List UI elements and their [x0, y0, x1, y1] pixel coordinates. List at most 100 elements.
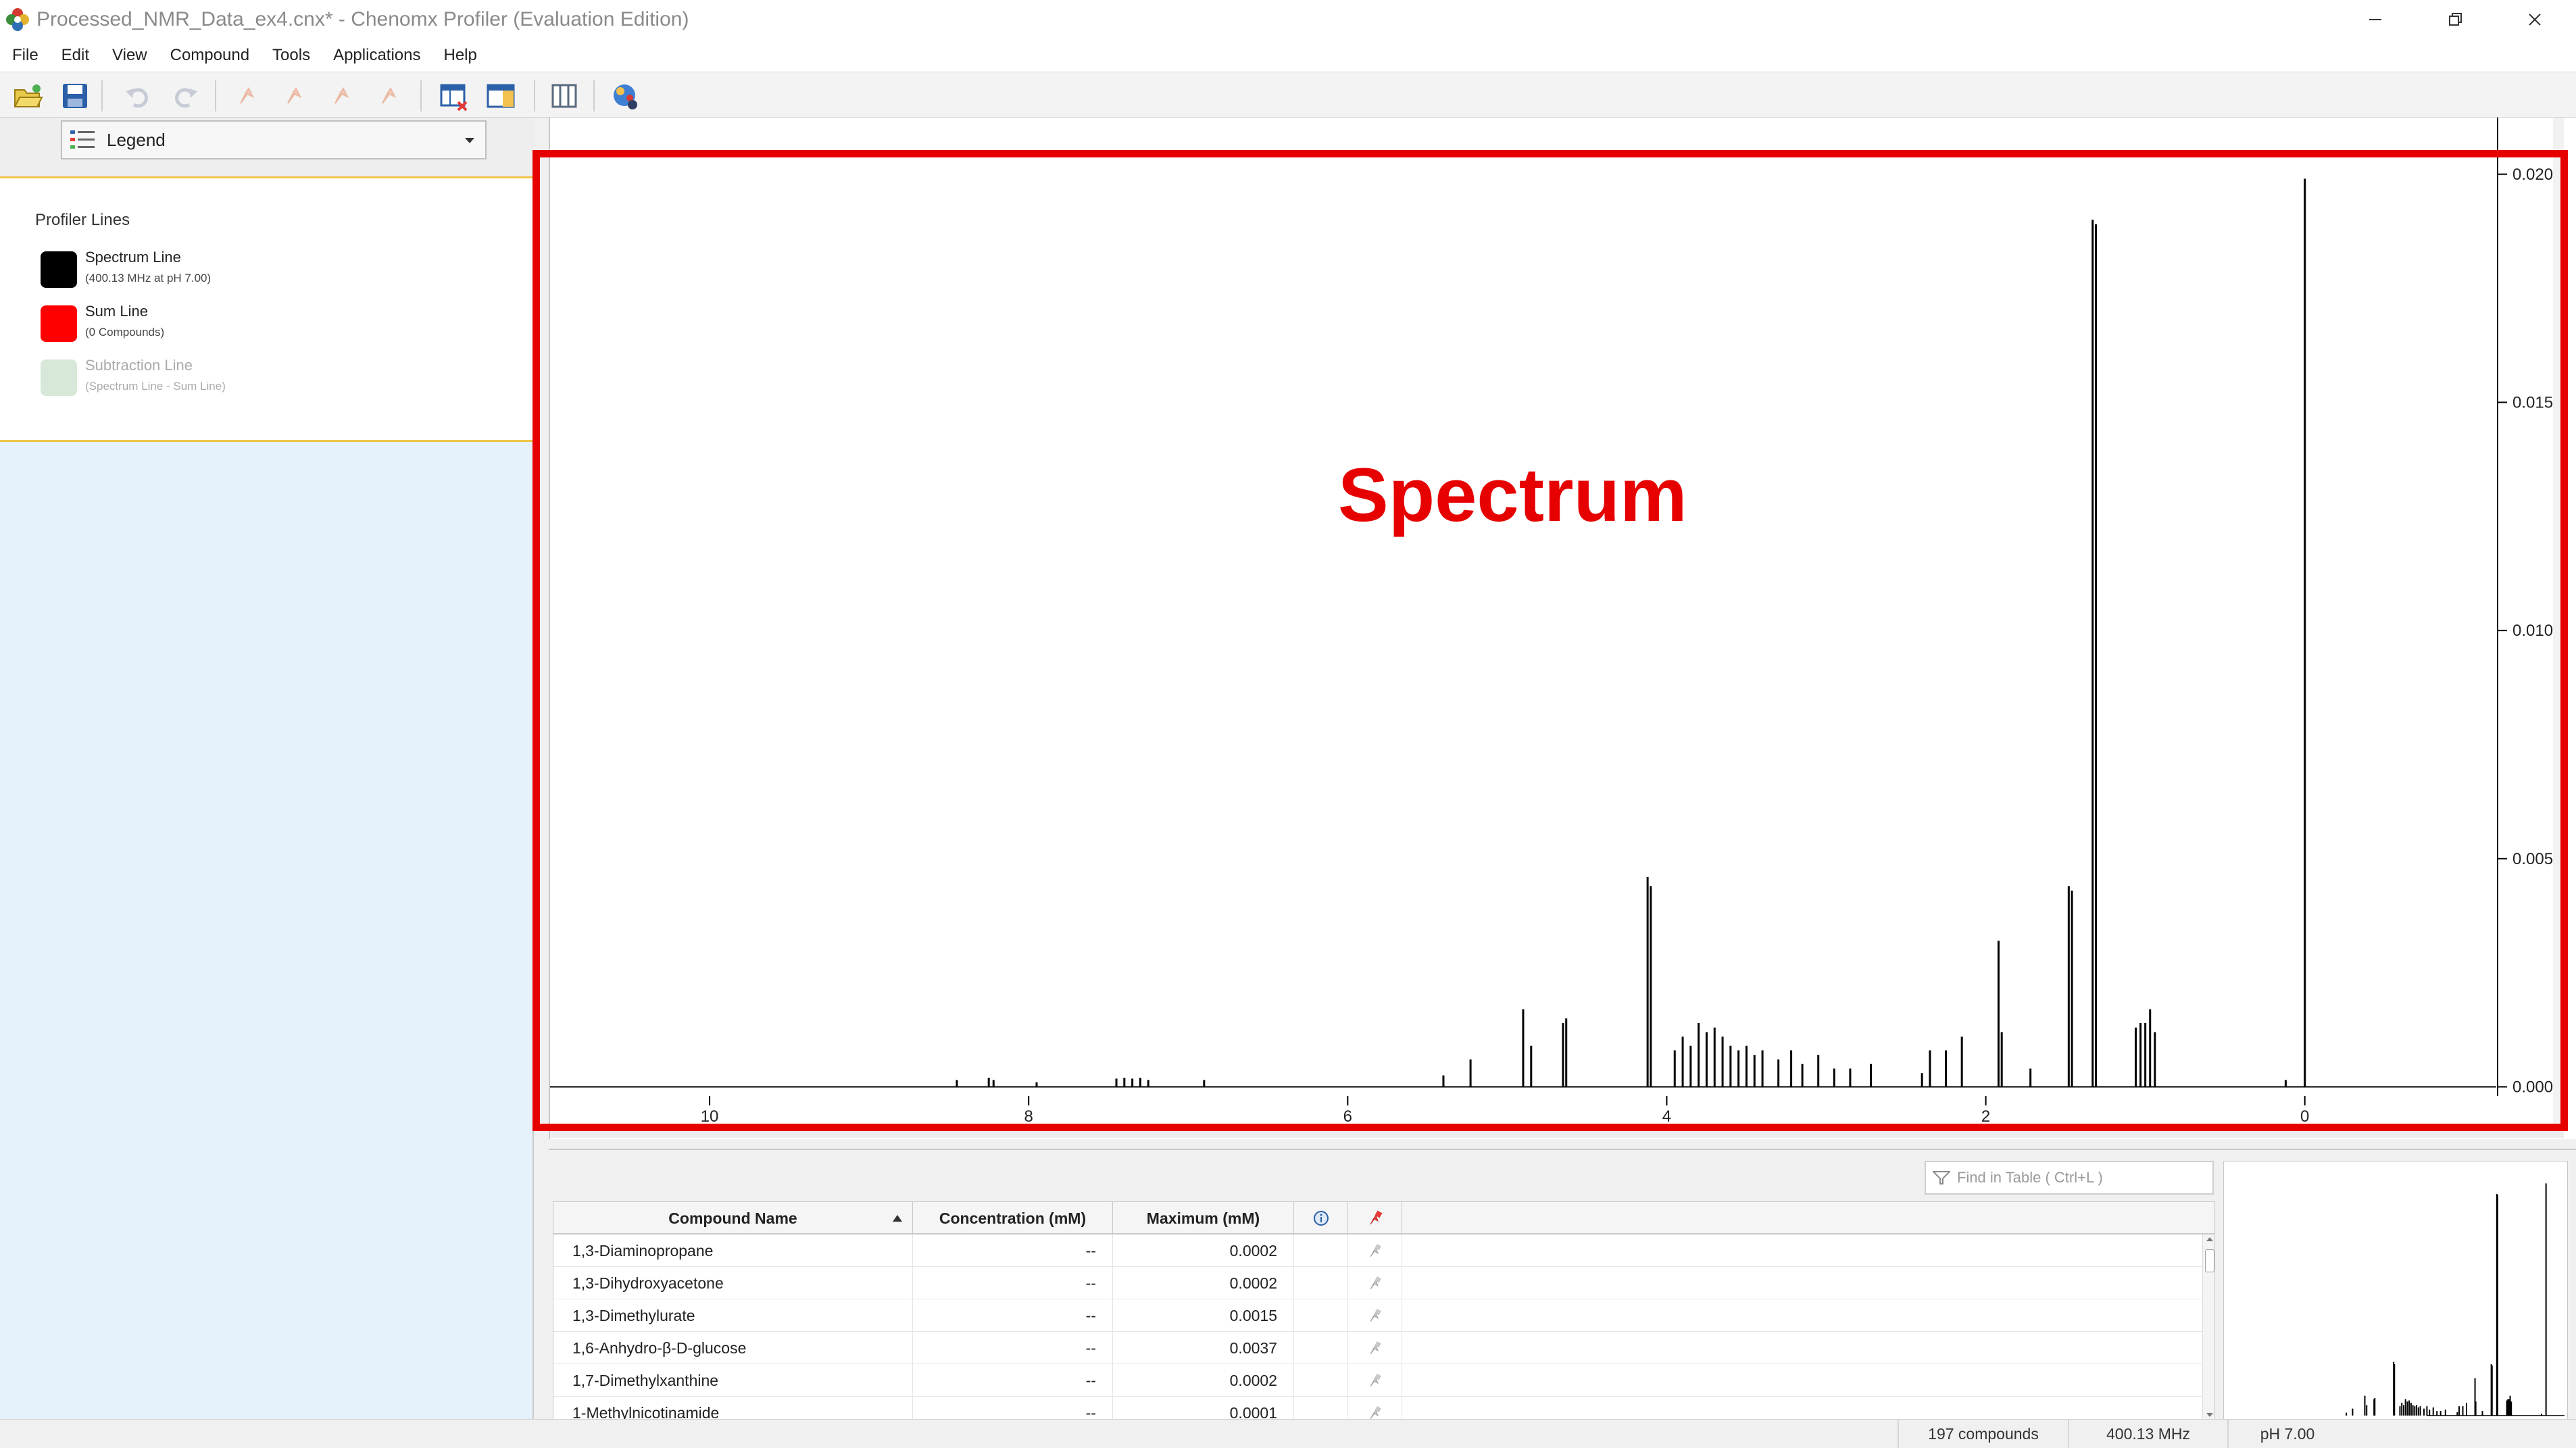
status-frequency: 400.13 MHz [2068, 1420, 2227, 1448]
restore-button[interactable] [2415, 0, 2495, 39]
panel-layout-button[interactable] [484, 79, 518, 113]
close-icon [2529, 14, 2541, 26]
pin-tool-4-button[interactable] [372, 79, 405, 113]
save-button[interactable] [58, 79, 92, 113]
y-tick-label: 0.020 [2512, 166, 2553, 184]
x-axis-ticks [709, 1096, 2306, 1105]
chevron-down-icon [465, 138, 474, 143]
pin-cell[interactable] [1348, 1299, 1402, 1332]
pin-icon[interactable] [1367, 1405, 1383, 1420]
menu-view[interactable]: View [112, 46, 147, 64]
pin-icon[interactable] [1367, 1372, 1383, 1389]
table-row[interactable]: 1,3-Dimethylurate -- 0.0015 [553, 1299, 2202, 1332]
panel-layout-icon [487, 84, 515, 108]
spectrum-panel[interactable]: 10 8 6 4 2 0 0.000 0.005 0.010 0.015 0.020 [549, 118, 2576, 1139]
maximum-cell: 0.0002 [1113, 1267, 1294, 1299]
scrollbar-thumb[interactable] [2205, 1249, 2214, 1272]
maximum-cell: 0.0002 [1113, 1234, 1294, 1267]
table-row[interactable]: 1,3-Diaminopropane -- 0.0002 [553, 1234, 2202, 1267]
pin-icon [1370, 1210, 1382, 1225]
search-placeholder: Find in Table ( Ctrl+L ) [1957, 1169, 2103, 1186]
left-panel: Legend Profiler Lines Spectrum Line (400… [0, 118, 534, 1419]
window-title: Processed_NMR_Data_ex4.cnx* - Chenomx Pr… [36, 8, 689, 30]
compound-name-cell: 1,3-Dihydroxyacetone [553, 1267, 913, 1299]
open-button[interactable] [11, 79, 45, 113]
column-header-label: Concentration (mM) [939, 1209, 1087, 1227]
compound-library-button[interactable] [608, 79, 642, 113]
concentration-cell: -- [913, 1234, 1113, 1267]
pin-tool-3-button[interactable] [324, 79, 358, 113]
pin-cell[interactable] [1348, 1234, 1402, 1267]
undo-icon [126, 88, 148, 108]
columns-button[interactable] [547, 79, 581, 113]
spectrum-plot[interactable]: 10 8 6 4 2 0 0.000 0.005 0.010 0.015 0.020 [550, 118, 2576, 1139]
column-header-concentration[interactable]: Concentration (mM) [913, 1202, 1113, 1234]
column-header-label: Compound Name [668, 1209, 797, 1227]
menu-tools[interactable]: Tools [272, 46, 311, 64]
spectrum-overlay-label: Spectrum [1338, 453, 1687, 537]
legend-dropdown[interactable]: Legend [61, 120, 487, 159]
info-cell [1294, 1299, 1348, 1332]
info-icon [1313, 1211, 1329, 1226]
legend-item-spectrum-line[interactable]: Spectrum Line (400.13 MHz at pH 7.00) [41, 246, 514, 293]
column-header-label: Maximum (mM) [1146, 1209, 1260, 1227]
menu-edit[interactable]: Edit [61, 46, 90, 64]
scroll-up-icon[interactable] [2206, 1236, 2214, 1243]
toolbar-separator [101, 80, 103, 111]
pin-cell[interactable] [1348, 1364, 1402, 1397]
legend-section-title: Profiler Lines [35, 211, 130, 229]
pin-icon[interactable] [1367, 1243, 1383, 1259]
pin-tool-2-button[interactable] [277, 79, 311, 113]
restore-icon [2449, 13, 2462, 26]
menu-file[interactable]: File [12, 46, 39, 64]
table-remove-icon [440, 84, 468, 111]
status-compound-count: 197 compounds [1898, 1420, 2068, 1448]
concentration-cell: -- [913, 1397, 1113, 1420]
menu-applications[interactable]: Applications [333, 46, 421, 64]
menu-compound[interactable]: Compound [170, 46, 250, 64]
pin-tool-icon [240, 87, 255, 104]
legend-item-detail: (400.13 MHz at pH 7.00) [85, 272, 212, 284]
horizontal-scrollbar[interactable] [550, 1128, 2564, 1138]
undo-button[interactable] [120, 79, 154, 113]
overview-spectrum-line [2346, 1183, 2565, 1416]
compound-library-icon [614, 84, 637, 109]
x-tick-label: 10 [701, 1107, 719, 1126]
column-header-pin[interactable] [1348, 1202, 1402, 1234]
table-row[interactable]: 1,6-Anhydro-β-D-glucose -- 0.0037 [553, 1332, 2202, 1364]
scroll-down-icon[interactable] [2206, 1412, 2214, 1418]
table-row[interactable]: 1,7-Dimethylxanthine -- 0.0002 [553, 1364, 2202, 1397]
info-cell [1294, 1267, 1348, 1299]
pin-icon[interactable] [1367, 1275, 1383, 1291]
table-remove-button[interactable] [437, 79, 470, 113]
column-header-info[interactable] [1294, 1202, 1348, 1234]
info-cell [1294, 1364, 1348, 1397]
pin-cell[interactable] [1348, 1267, 1402, 1299]
column-header-maximum[interactable]: Maximum (mM) [1113, 1202, 1294, 1234]
search-input[interactable]: Find in Table ( Ctrl+L ) [1925, 1161, 2214, 1195]
pin-tool-2-icon [287, 87, 302, 104]
close-button[interactable] [2495, 0, 2575, 39]
table-row[interactable]: 1-Methylnicotinamide -- 0.0001 [553, 1397, 2202, 1420]
table-row[interactable]: 1,3-Dihydroxyacetone -- 0.0002 [553, 1267, 2202, 1299]
legend-item-sum-line[interactable]: Sum Line (0 Compounds) [41, 300, 514, 347]
pin-tool-button[interactable] [230, 79, 264, 113]
x-axis-tick-labels: 10 8 6 4 2 0 [701, 1107, 2310, 1126]
column-header-compound-name[interactable]: Compound Name [553, 1202, 913, 1234]
legend-item-subtraction-line[interactable]: Subtraction Line (Spectrum Line - Sum Li… [41, 354, 514, 401]
spectrum-overview[interactable] [2223, 1161, 2568, 1420]
redo-button[interactable] [169, 79, 203, 113]
pin-icon[interactable] [1367, 1307, 1383, 1324]
vertical-scrollbar[interactable] [2553, 118, 2564, 1124]
pin-icon[interactable] [1367, 1340, 1383, 1356]
pin-cell[interactable] [1348, 1332, 1402, 1364]
maximum-cell: 0.0002 [1113, 1364, 1294, 1397]
pin-cell[interactable] [1348, 1397, 1402, 1420]
x-tick-label: 8 [1024, 1107, 1033, 1126]
toolbar-separator [534, 80, 535, 111]
minimize-button[interactable] [2335, 0, 2415, 39]
x-tick-label: 2 [1981, 1107, 1990, 1126]
legend-swatch [41, 305, 77, 342]
table-scrollbar[interactable] [2202, 1234, 2214, 1420]
menu-help[interactable]: Help [443, 46, 477, 64]
